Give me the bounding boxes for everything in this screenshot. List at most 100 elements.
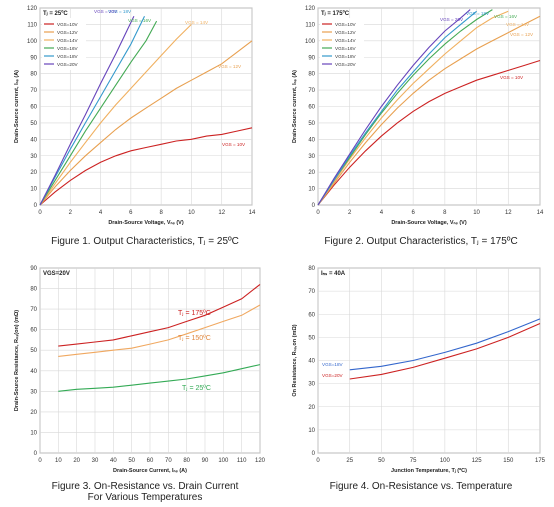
y-tick-label: 0	[312, 203, 316, 209]
series-line	[58, 304, 261, 357]
y-tick-label: 30	[30, 389, 37, 395]
series-line	[39, 24, 192, 206]
series-annotation: Tⱼ = 150ºC	[178, 335, 211, 342]
y-tick-label: 0	[312, 451, 316, 457]
series-annotation: VGS = 18V	[466, 11, 490, 16]
x-tick-label: 120	[255, 458, 266, 464]
series-line	[58, 283, 261, 347]
legend-entry: VGS=14V	[335, 38, 356, 43]
y-tick-label: 60	[308, 105, 315, 111]
y-tick-label: 30	[308, 382, 315, 388]
x-tick-label: 50	[128, 458, 135, 464]
series-annotation: VGS = 20V	[94, 9, 118, 14]
y-tick-label: 80	[308, 72, 315, 78]
x-tick-label: 80	[183, 458, 190, 464]
x-tick-label: 8	[159, 210, 163, 216]
x-tick-label: 150	[503, 458, 514, 464]
legend-box	[320, 18, 364, 70]
x-tick-label: 175	[535, 458, 546, 464]
x-tick-label: 0	[38, 210, 42, 216]
legend: VGS=10V VGS=12V VGS=14V VGS=16V VGS=18V VGS=2…	[42, 18, 86, 70]
series-line	[58, 364, 261, 392]
x-tick-label: 6	[411, 210, 415, 216]
series-line	[39, 127, 253, 206]
legend-entry: VGS=18V	[57, 54, 78, 59]
x-tick-label: 50	[378, 458, 385, 464]
x-tick-label: 4	[380, 210, 384, 216]
series-line	[317, 9, 493, 206]
series-annotation: VGS = 10V	[222, 142, 246, 147]
x-axis-label: Drain-Source Voltage, Vₙₛ (V)	[391, 220, 467, 226]
series-line	[39, 20, 158, 206]
series-annotation: VGS = 14V	[506, 22, 530, 27]
y-tick-label: 20	[30, 410, 37, 416]
y-tick-label: 60	[30, 105, 37, 111]
y-tick-label: 80	[30, 287, 37, 293]
y-tick-label: 20	[30, 170, 37, 176]
series-annotation: VGS = 20V	[440, 17, 464, 22]
legend-entry: VGS=16V	[57, 46, 78, 51]
x-tick-label: 10	[55, 458, 62, 464]
y-tick-label: 80	[30, 72, 37, 78]
x-tick-label: 12	[505, 210, 512, 216]
x-tick-label: 2	[69, 210, 73, 216]
x-tick-label: 60	[147, 458, 154, 464]
x-tick-label: 14	[249, 210, 256, 216]
x-tick-label: 4	[99, 210, 103, 216]
legend-entry: VGS=20V	[335, 62, 356, 67]
x-tick-label: 14	[537, 210, 544, 216]
y-axis-label: Drain-Source Resistance, Rₙₛ(on) (mΩ)	[14, 310, 20, 411]
figure-1-caption: Figure 1. Output Characteristics, Tⱼ = 2…	[51, 236, 239, 247]
x-axis-label: Junction Temperature, Tⱼ (ºC)	[391, 467, 467, 474]
chart-1: 0 2 4 6 8 10 12 14 0 10 20 30 40 50 60 70 80 90 100 110 120 D…	[14, 6, 256, 226]
legend: VGS=10V VGS=12V VGS=14V VGS=16V VGS=18V VGS=2…	[320, 18, 364, 70]
series-line	[317, 9, 471, 206]
y-tick-label: 10	[308, 187, 315, 193]
y-tick-label: 50	[308, 121, 315, 127]
x-tick-label: 10	[473, 210, 480, 216]
series-annotation: VGS=18V	[322, 362, 343, 367]
y-tick-label: 10	[308, 428, 315, 434]
x-tick-label: 8	[443, 210, 447, 216]
y-axis-label: Drain-Source current, Iₙₛ (A)	[14, 70, 20, 143]
figure-3-caption: Figure 3. On-Resistance vs. Drain Curren…	[51, 481, 239, 503]
legend-entry: VGS=12V	[57, 30, 78, 35]
figure-4-caption: Figure 4. On-Resistance vs. Temperature	[329, 481, 513, 492]
series-annotation: VGS=20V	[322, 373, 343, 378]
series-annotation: VGS = 12V	[510, 32, 534, 37]
x-tick-label: 100	[440, 458, 451, 464]
legend-box	[42, 18, 86, 70]
y-tick-label: 90	[308, 55, 315, 61]
series-line	[317, 59, 541, 206]
series-line	[317, 15, 541, 206]
y-tick-label: 70	[30, 307, 37, 313]
y-tick-label: 0	[34, 203, 38, 209]
series-annotation: VGS = 16V	[128, 18, 152, 23]
y-axis-label: On Resistance, Rₙₛ,on (mΩ)	[292, 324, 298, 396]
series-line	[317, 10, 509, 206]
y-tick-label: 40	[308, 359, 315, 365]
x-tick-label: 20	[73, 458, 80, 464]
y-tick-label: 30	[30, 154, 37, 160]
y-tick-label: 0	[34, 451, 38, 457]
y-tick-label: 20	[308, 170, 315, 176]
condition-label: Iₙₛ = 40A	[321, 271, 346, 277]
legend-entry: VGS=14V	[57, 38, 78, 43]
x-tick-label: 30	[92, 458, 99, 464]
y-tick-label: 100	[305, 39, 316, 45]
y-tick-label: 110	[305, 22, 315, 28]
x-axis-label: Drain-Source Voltage, Vₙₛ (V)	[108, 220, 184, 226]
x-tick-label: 100	[218, 458, 229, 464]
series-annotation: VGS = 16V	[494, 14, 518, 19]
condition-label: Tⱼ = 25ºC	[43, 10, 68, 17]
series-annotation: VGS = 12V	[218, 64, 242, 69]
y-tick-label: 100	[27, 39, 38, 45]
y-tick-label: 120	[305, 6, 316, 12]
x-axis-label: Drain-Source Current, Iₙₛ (A)	[113, 468, 187, 474]
chart-3: 0 10 20 30 40 50 60 70 80 90 100 110 120 0 10 20 30 40 50 6…	[14, 266, 266, 474]
condition-label: VGS=20V	[43, 271, 70, 277]
x-tick-label: 70	[165, 458, 172, 464]
series-line	[39, 40, 253, 206]
x-tick-label: 110	[237, 458, 247, 464]
